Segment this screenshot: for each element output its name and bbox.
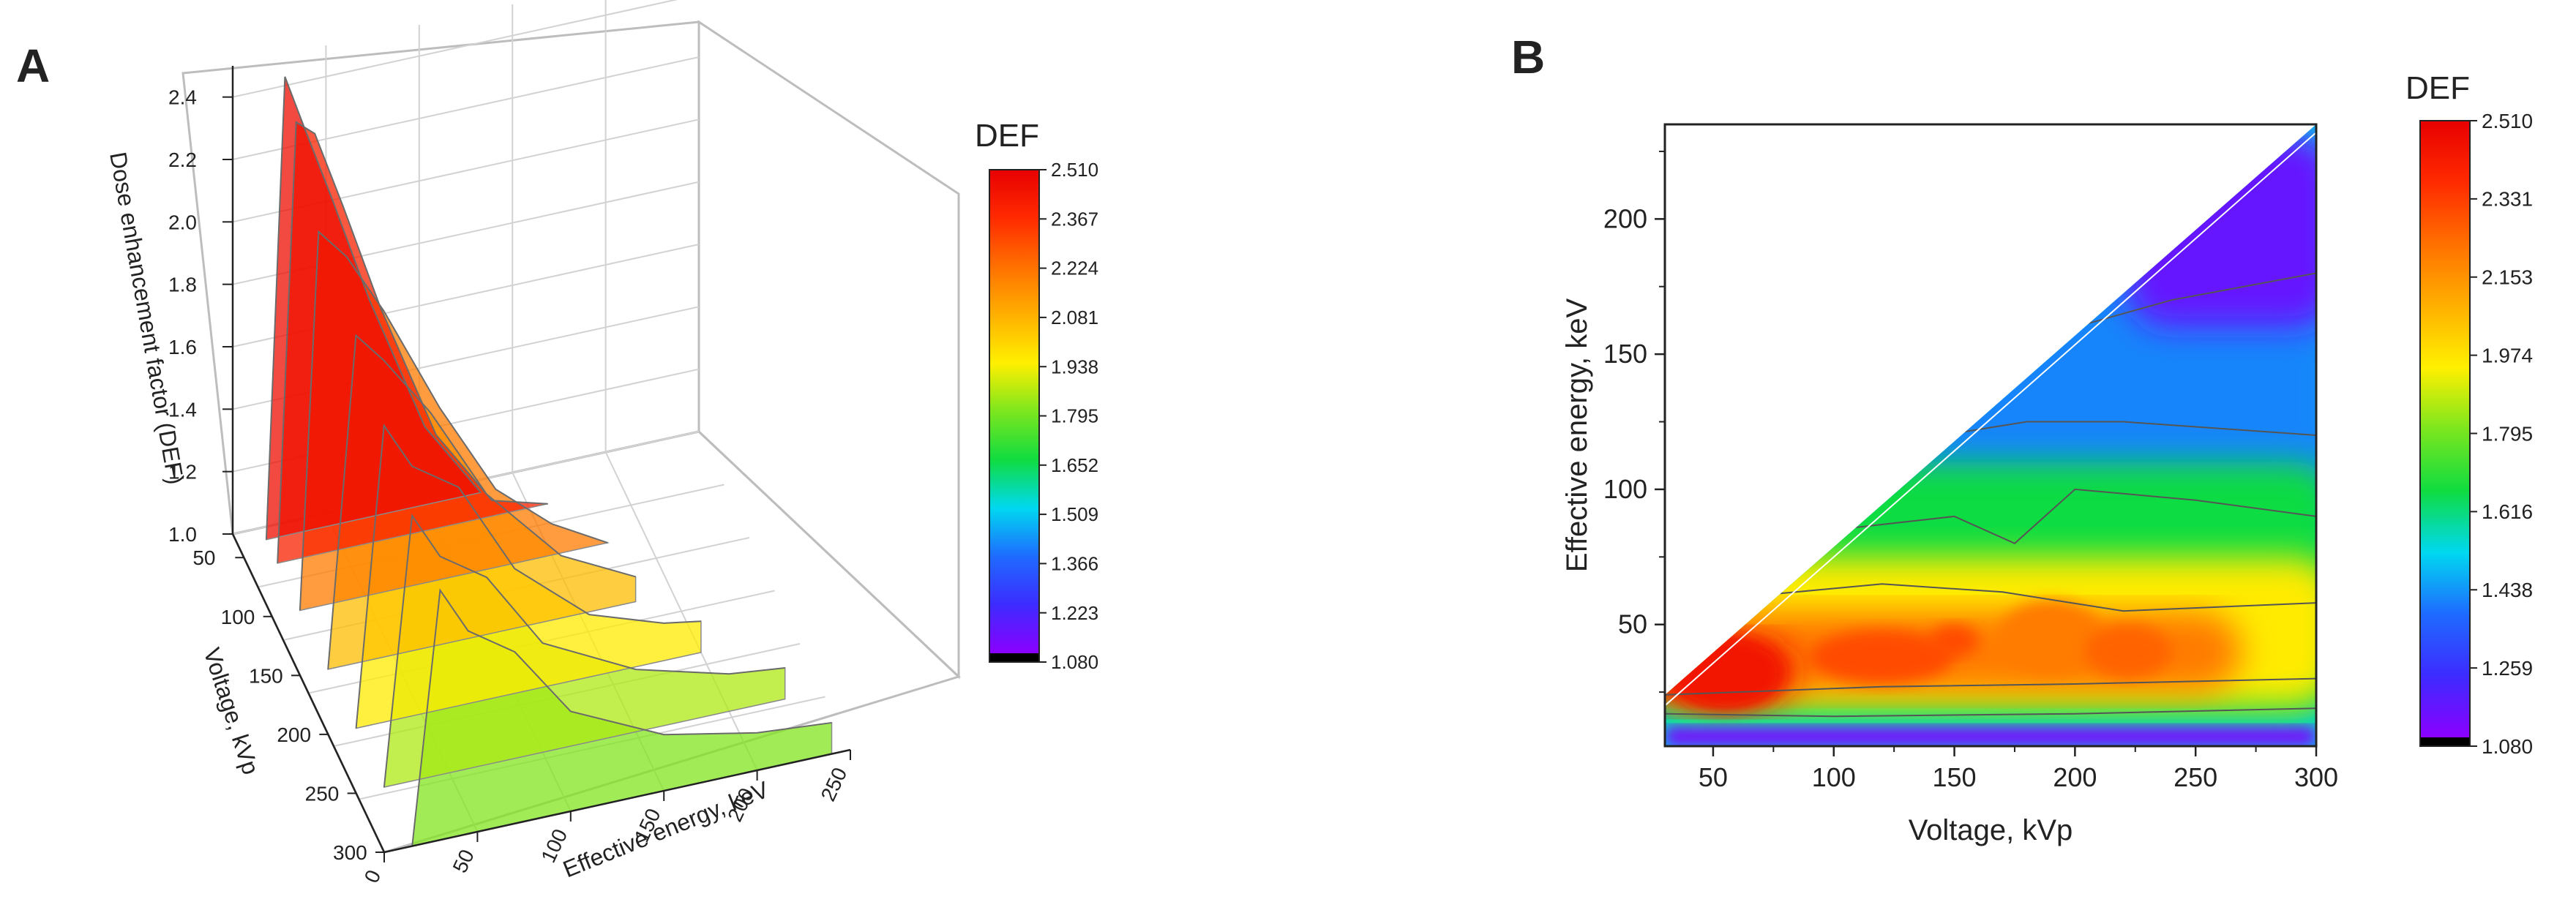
domain-edge [1665, 132, 2316, 707]
panel-a-colorbar: DEF 2.510 2.367 2.224 2.081 1.938 1.795 1.652 1.… [975, 118, 1098, 673]
colorbar-tick-label: 1.795 [1051, 405, 1098, 427]
grid-line [232, 0, 678, 98]
contour-line [1942, 421, 2316, 436]
y-tick-label: 150 [249, 664, 283, 687]
colorbar-tick-label: 1.223 [1051, 602, 1098, 624]
contour-line [1665, 707, 2316, 718]
contour-region [1665, 727, 2316, 746]
colorbar-tick-label: 1.938 [1051, 356, 1098, 377]
contour-line [2075, 272, 2316, 328]
surface-ridge-line [411, 588, 832, 846]
colorbar-tick-label: 1.366 [1051, 553, 1098, 575]
x-tick-label: 150 [1933, 762, 1977, 792]
y-tick-label: 150 [1603, 339, 1647, 369]
panel-b-colorbar: DEF 2.510 2.331 2.153 1.974 1.795 1.616 1.438 1.… [2405, 70, 2533, 758]
colorbar-tick-label: 1.509 [1051, 503, 1098, 525]
contour-region [2125, 132, 2316, 328]
x-tick-label: 300 [2294, 762, 2338, 792]
surface-ridge-line [299, 230, 608, 611]
colorbar-tick-label: 2.367 [1051, 208, 1098, 230]
surface-ridge-line [327, 334, 636, 670]
colorbar-tick-label: 1.616 [2482, 500, 2533, 523]
panel-b-label: B [1511, 31, 1545, 83]
z-tick-label: 1.2 [168, 461, 197, 484]
colorbar-under-swatch [2420, 737, 2470, 746]
contour-line [1737, 583, 2316, 612]
panel-a-zlabel: Dose enhancement factor (DEF) [105, 150, 189, 486]
colorbar-tick-label: 2.081 [1051, 307, 1098, 328]
z-tick-label: 2.2 [168, 149, 197, 171]
contour-line [1665, 677, 2316, 696]
contour-hotspot [1809, 630, 1955, 684]
colorbar-under-swatch [989, 653, 1039, 662]
panel-b-plot [1663, 123, 2318, 748]
colorbar-title: DEF [975, 118, 1039, 154]
contour-line [1833, 488, 2316, 544]
y-tick-label: 100 [1603, 474, 1647, 504]
colorbar-tick-label: 2.331 [2482, 188, 2533, 211]
colorbar-tick-label: 2.224 [1051, 257, 1098, 279]
panel-b-ylabel: Effective energy, keV [1561, 298, 1593, 573]
colorbar-tick-label: 2.510 [2482, 110, 2533, 132]
x-tick-label: 250 [2174, 762, 2217, 792]
contour-hotspot [1667, 635, 1783, 711]
z-tick-label: 1.0 [168, 523, 197, 546]
surface-ridge-line [383, 514, 785, 788]
panel-b: B 50 100 150 200 250 300 50 100 150 200 Voltage, … [1511, 31, 2533, 846]
panel-a-axes: 1.0 1.2 1.4 1.6 1.8 2.0 2.2 2.4 50 100 150 200 250 30… [168, 66, 851, 887]
colorbar-tick-label: 1.795 [2482, 422, 2533, 445]
panel-b-frame [1663, 123, 2318, 748]
x-tick-label: 50 [1699, 762, 1728, 792]
colorbar-title: DEF [2405, 70, 2470, 106]
x-tick-label: 250 [817, 764, 852, 804]
colorbar-tick-label: 1.080 [1051, 651, 1098, 673]
x-tick-label: 50 [449, 846, 479, 876]
y-tick-label: 300 [333, 841, 367, 864]
panel-a-label: A [16, 40, 50, 92]
contour-fill [1665, 124, 2316, 746]
y-tick-label: 100 [221, 606, 255, 628]
y-tick-label: 200 [1603, 203, 1647, 233]
z-tick-label: 2.4 [168, 86, 197, 109]
x-tick-label: 100 [1812, 762, 1856, 792]
colorbar-tick-label: 1.259 [2482, 657, 2533, 680]
panel-a-surface [265, 76, 833, 847]
contour-regions [1665, 132, 2316, 746]
contour-hotspot [1997, 600, 2104, 676]
panel-a: A 1.0 1.2 1.4 1.6 1.8 2.0 2.2 2.4 50 100 150 200 250… [16, 0, 1098, 887]
surface-ridge-line [265, 76, 482, 540]
colorbar-tick-label: 1.974 [2482, 344, 2533, 366]
surface-ridge-line [355, 423, 701, 729]
colorbar-tick-label: 2.153 [2482, 266, 2533, 289]
contour-hotspot [1930, 624, 1979, 658]
x-tick-label: 200 [2053, 762, 2097, 792]
y-tick-label: 50 [1618, 609, 1647, 639]
colorbar-gradient [2420, 121, 2470, 737]
colorbar-tick-label: 1.438 [2482, 579, 2533, 601]
colorbar-gradient [989, 170, 1039, 653]
x-tick-label: 0 [360, 866, 386, 886]
colorbar-tick-label: 2.510 [1051, 159, 1098, 181]
panel-b-xlabel: Voltage, kVp [1909, 814, 2073, 846]
z-tick-label: 1.8 [168, 274, 197, 296]
z-tick-label: 1.6 [168, 336, 197, 358]
colorbar-tick-label: 1.080 [2482, 735, 2533, 758]
panel-b-axes: 50 100 150 200 250 300 50 100 150 200 [1603, 150, 2338, 792]
z-tick-label: 2.0 [168, 211, 197, 233]
y-tick-label: 50 [192, 546, 215, 569]
back-wall-right [697, 20, 960, 680]
x-axis [383, 748, 851, 854]
y-tick-label: 250 [305, 782, 340, 805]
y-tick-label: 200 [277, 723, 311, 746]
contour-hotspot [2084, 624, 2172, 679]
y-axis [231, 533, 386, 853]
z-tick-label: 1.4 [168, 398, 197, 421]
colorbar-tick-label: 1.652 [1051, 454, 1098, 476]
